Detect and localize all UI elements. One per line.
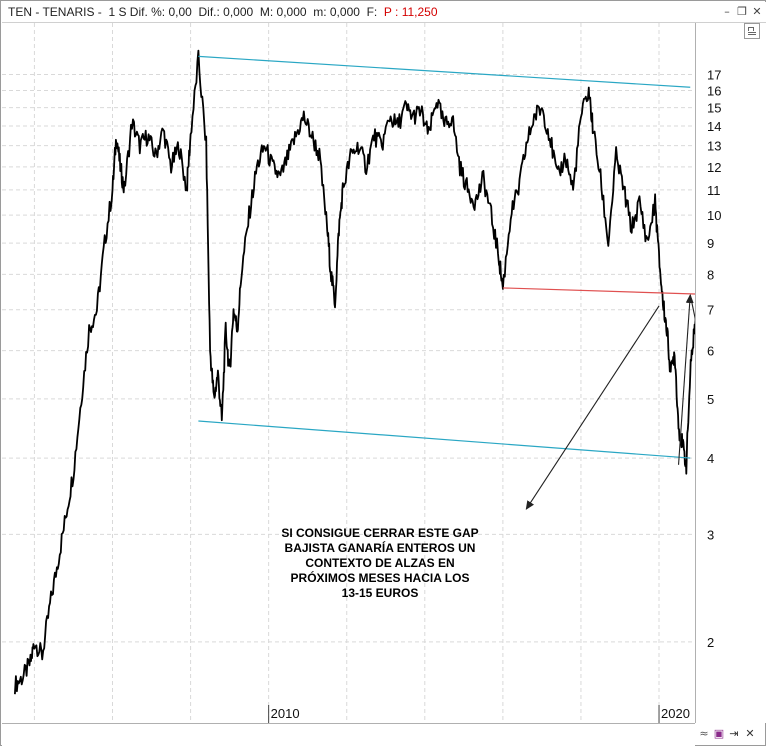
- y-tick-label: 3: [707, 527, 714, 542]
- y-tick-label: 6: [707, 344, 714, 359]
- y-tick-label: 2: [707, 635, 714, 650]
- gap-resistance-line: [502, 287, 695, 295]
- projection-arrow: [714, 314, 726, 394]
- price-axis: [695, 23, 766, 723]
- year-marker-label: 2020: [661, 706, 690, 721]
- channel-upper-line: [198, 55, 691, 88]
- projection-arrow: [689, 294, 695, 321]
- year-marker-label: 2010: [271, 706, 300, 721]
- plot-area: 2010 2020: [2, 23, 741, 723]
- y-tick-label: 8: [707, 267, 714, 282]
- price-series-line: [14, 49, 695, 695]
- panel-toggle-icon[interactable]: [744, 23, 760, 39]
- close-button[interactable]: ✕: [752, 5, 762, 18]
- save-icon[interactable]: ▣: [713, 727, 725, 740]
- y-tick-label: 10: [707, 208, 721, 223]
- bottom-toolbar: ≈ ▣ ⇥ ✕: [695, 724, 765, 745]
- channel-lower-line: [198, 420, 691, 459]
- title-main: TEN - TENARIS - 1 S Dif. %: 0,00 Dif.: 0…: [8, 5, 381, 19]
- y-tick-label: 12: [707, 160, 721, 175]
- insert-icon[interactable]: ⇥: [729, 727, 739, 740]
- y-tick-label: 4: [707, 451, 714, 466]
- price-chart[interactable]: 2010202023456789101112131415161720042006…: [1, 1, 765, 723]
- window-title: TEN - TENARIS - 1 S Dif. %: 0,00 Dif.: 0…: [8, 5, 438, 19]
- y-tick-label: 16: [707, 84, 721, 99]
- projection-arrow: [725, 130, 741, 394]
- close-panel-icon[interactable]: ✕: [745, 727, 755, 740]
- restore-button[interactable]: ❐: [737, 5, 747, 18]
- y-tick-label: 5: [707, 392, 714, 407]
- minimize-button[interactable]: –: [724, 5, 730, 18]
- y-tick-label: 13: [707, 139, 721, 154]
- title-bar: TEN - TENARIS - 1 S Dif. %: 0,00 Dif.: 0…: [2, 2, 766, 23]
- projection-arrow: [677, 293, 694, 465]
- y-tick-label: 9: [707, 236, 714, 251]
- y-tick-label: 15: [707, 101, 721, 116]
- zoom-icon[interactable]: ≈: [699, 727, 709, 740]
- projection-arrow: [525, 305, 660, 510]
- y-tick-label: 14: [707, 119, 721, 134]
- y-tick-label: 11: [707, 183, 721, 198]
- time-axis: [2, 723, 695, 746]
- title-price: P : 11,250: [380, 5, 438, 19]
- y-tick-label: 7: [707, 303, 714, 318]
- y-tick-label: 17: [707, 67, 721, 82]
